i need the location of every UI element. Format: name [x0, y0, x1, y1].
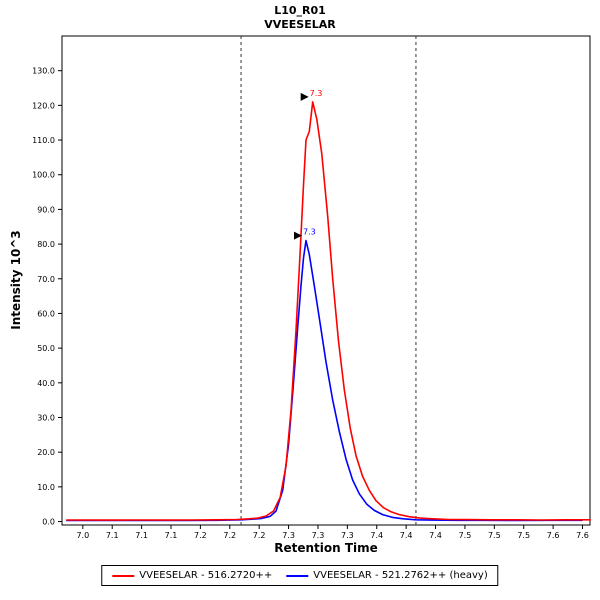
chart-title: L10_R01: [274, 4, 326, 17]
peak-rt-annotation: 7.3: [310, 89, 323, 98]
x-tick-label: 7.3: [282, 531, 295, 540]
y-tick-label: 70.0: [37, 275, 55, 284]
y-tick-label: 20.0: [37, 448, 55, 457]
x-tick-label: 7.2: [253, 531, 266, 540]
legend-label-heavy: VVEESELAR - 521.2762++ (heavy): [313, 570, 488, 581]
x-tick-label: 7.6: [576, 531, 589, 540]
peak-arrow-icon: [294, 231, 303, 240]
y-tick-label: 90.0: [37, 205, 55, 214]
x-tick-label: 7.2: [223, 531, 236, 540]
x-tick-label: 7.2: [194, 531, 207, 540]
plot-border: [61, 35, 591, 526]
blue-line-swatch: [286, 574, 309, 577]
y-tick-label: 80.0: [37, 240, 55, 249]
peak-rt-annotation: 7.3: [303, 228, 316, 237]
x-tick-label: 7.4: [400, 531, 413, 540]
x-tick-label: 7.1: [106, 531, 119, 540]
y-tick-label: 40.0: [37, 379, 55, 388]
x-tick-label: 7.1: [165, 531, 178, 540]
x-tick-label: 7.0: [76, 531, 89, 540]
red-line-swatch: [112, 574, 135, 577]
legend-label-light: VVEESELAR - 516.2720++: [139, 570, 273, 581]
x-tick-label: 7.3: [312, 531, 325, 540]
x-tick-label: 7.4: [429, 531, 442, 540]
y-tick-label: 50.0: [37, 344, 55, 353]
peak-arrow-icon: [300, 92, 309, 101]
chart-subtitle: VVEESELAR: [264, 18, 336, 31]
y-tick-label: 10.0: [37, 483, 55, 492]
x-tick-label: 7.1: [135, 531, 148, 540]
y-tick-label: 110.0: [32, 136, 55, 145]
series-line-light: [66, 101, 591, 521]
x-tick-label: 7.5: [517, 531, 530, 540]
y-tick-label: 30.0: [37, 413, 55, 422]
y-tick-label: 60.0: [37, 309, 55, 318]
x-tick-label: 7.5: [488, 531, 501, 540]
x-tick-label: 7.4: [370, 531, 383, 540]
legend-item-heavy: VVEESELAR - 521.2762++ (heavy): [286, 570, 488, 581]
x-tick-label: 7.6: [547, 531, 560, 540]
x-axis-title: Retention Time: [274, 541, 378, 555]
y-tick-label: 120.0: [32, 101, 55, 110]
y-tick-label: 0.0: [42, 518, 55, 527]
x-tick-label: 7.5: [459, 531, 472, 540]
y-tick-label: 100.0: [32, 171, 55, 180]
y-tick-label: 130.0: [32, 67, 55, 76]
legend-item-light: VVEESELAR - 516.2720++: [112, 570, 272, 581]
x-tick-label: 7.3: [341, 531, 354, 540]
legend: VVEESELAR - 516.2720++ VVEESELAR - 521.2…: [101, 565, 499, 586]
